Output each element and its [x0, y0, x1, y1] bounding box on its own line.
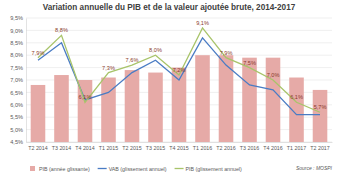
grid	[26, 18, 332, 142]
annotation: Source : MOSPI	[296, 165, 333, 171]
legend-label: PIB (glissement annuel)	[186, 166, 242, 172]
y-axis-line	[26, 19, 27, 143]
y-tick-label: 6,5%	[10, 90, 23, 96]
x-tick: T1 2015	[99, 142, 118, 151]
y-tick-label: 4,5%	[10, 139, 23, 145]
data-label: 8,0%	[149, 47, 162, 53]
data-label: 7,3%	[102, 65, 115, 71]
bar	[31, 85, 46, 142]
x-tick: T4 2015	[169, 142, 188, 151]
y-tick-label: 8,0%	[10, 52, 23, 58]
legend: PIB (année glissante) VAB (glissement ann…	[30, 166, 242, 172]
y-tick: 5,5%	[10, 114, 26, 120]
y-tick: 7,5%	[10, 65, 26, 71]
x-tick: T2 2017	[310, 142, 329, 151]
bar	[101, 78, 116, 142]
x-tick-label: T4 2016	[263, 145, 282, 151]
y-tick-label: 5,5%	[10, 114, 23, 120]
data-label: 7,9%	[32, 50, 45, 56]
y-tick: 6,0%	[10, 102, 26, 108]
x-axis-line	[27, 142, 333, 143]
x-tick-label: T1 2015	[99, 145, 118, 151]
y-tick: 9,0%	[10, 28, 26, 34]
data-label: 9,1%	[196, 20, 209, 26]
x-tick: T2 2016	[216, 142, 235, 151]
y-tick: 5,0%	[10, 127, 26, 133]
legend-label: VAB (glissement annuel)	[109, 166, 167, 172]
title: Variation annuelle du PIB et de la valeu…	[43, 3, 296, 12]
x-tick-label: T2 2017	[310, 145, 329, 151]
data-label: 6,1%	[79, 94, 92, 100]
x-tick-label: T2 2015	[122, 145, 141, 151]
grid-line	[26, 55, 332, 56]
x-axis: T2 2014 T3 2014 T4 2014 T1 2015 T2 2015 T3 20…	[27, 142, 333, 151]
bar	[195, 55, 210, 142]
bar	[219, 55, 234, 142]
data-label: 8,8%	[55, 27, 68, 33]
x-tick: T3 2015	[146, 142, 165, 151]
legend-item: PIB (glissement annuel)	[175, 166, 242, 172]
x-tick: T3 2014	[52, 142, 71, 151]
y-tick-label: 7,5%	[10, 65, 23, 71]
y-tick-label: 7,0%	[10, 77, 23, 83]
data-label: 6,1%	[290, 94, 303, 100]
legend-item: VAB (glissement annuel)	[98, 166, 167, 172]
chart: Variation annuelle du PIB et de la valeu…	[0, 0, 338, 186]
x-tick-label: T3 2016	[240, 145, 259, 151]
grid-line	[26, 30, 332, 31]
grid-line	[26, 18, 332, 19]
legend-item: PIB (année glissante)	[30, 166, 90, 172]
data-label: 7,0%	[267, 72, 280, 78]
y-tick-label: 6,0%	[10, 102, 23, 108]
data-label: 7,5%	[243, 60, 256, 66]
line	[38, 38, 320, 115]
y-axis: 4,5% 5,0% 5,5% 6,0% 6,5% 7,0% 7,5% 8,0% 8,5% 9,0%…	[10, 15, 26, 145]
data-labels: 7,9% 8,8% 6,1% 7,3% 7,6% 8,0% 7,2% 9,1% 7,9% 7,5%…	[32, 20, 327, 110]
y-tick-label: 5,0%	[10, 127, 23, 133]
data-label: 7,2%	[173, 67, 186, 73]
x-tick-label: T4 2015	[169, 145, 188, 151]
y-tick-label: 8,5%	[10, 40, 23, 46]
legend-label: PIB (année glissante)	[39, 166, 90, 172]
y-tick: 4,5%	[10, 139, 26, 145]
bar	[148, 73, 163, 142]
data-label: 5,7%	[314, 104, 327, 110]
y-tick: 9,5%	[10, 15, 26, 21]
x-tick-label: T3 2015	[146, 145, 165, 151]
legend-swatch	[30, 166, 35, 171]
x-tick: T4 2016	[263, 142, 282, 151]
x-tick: T3 2016	[240, 142, 259, 151]
x-tick-label: T4 2014	[75, 145, 94, 151]
legend-swatch	[175, 168, 184, 169]
bar	[313, 90, 328, 142]
marks	[31, 28, 328, 142]
x-tick: T2 2015	[122, 142, 141, 151]
grid-line	[26, 42, 332, 43]
bar	[54, 75, 69, 142]
y-tick-label: 9,0%	[10, 28, 23, 34]
x-tick: T1 2017	[287, 142, 306, 151]
x-tick: T1 2016	[193, 142, 212, 151]
x-tick: T2 2014	[28, 142, 47, 151]
line	[38, 28, 320, 112]
y-tick: 8,0%	[10, 52, 26, 58]
x-tick: T4 2014	[75, 142, 94, 151]
x-tick-label: T1 2016	[193, 145, 212, 151]
y-tick: 6,5%	[10, 90, 26, 96]
x-tick-label: T2 2014	[28, 145, 47, 151]
x-tick-label: T1 2017	[287, 145, 306, 151]
data-label: 7,6%	[126, 57, 139, 63]
data-label: 7,9%	[220, 50, 233, 56]
x-tick-label: T2 2016	[216, 145, 235, 151]
x-tick-label: T3 2014	[52, 145, 71, 151]
y-tick: 7,0%	[10, 77, 26, 83]
y-tick-label: 9,5%	[10, 15, 23, 21]
y-tick: 8,5%	[10, 40, 26, 46]
legend-swatch	[98, 168, 107, 169]
bar	[266, 58, 281, 142]
bar	[125, 70, 140, 142]
plot: 4,5% 5,0% 5,5% 6,0% 6,5% 7,0% 7,5% 8,0% 8,5% 9,0%…	[10, 15, 332, 150]
